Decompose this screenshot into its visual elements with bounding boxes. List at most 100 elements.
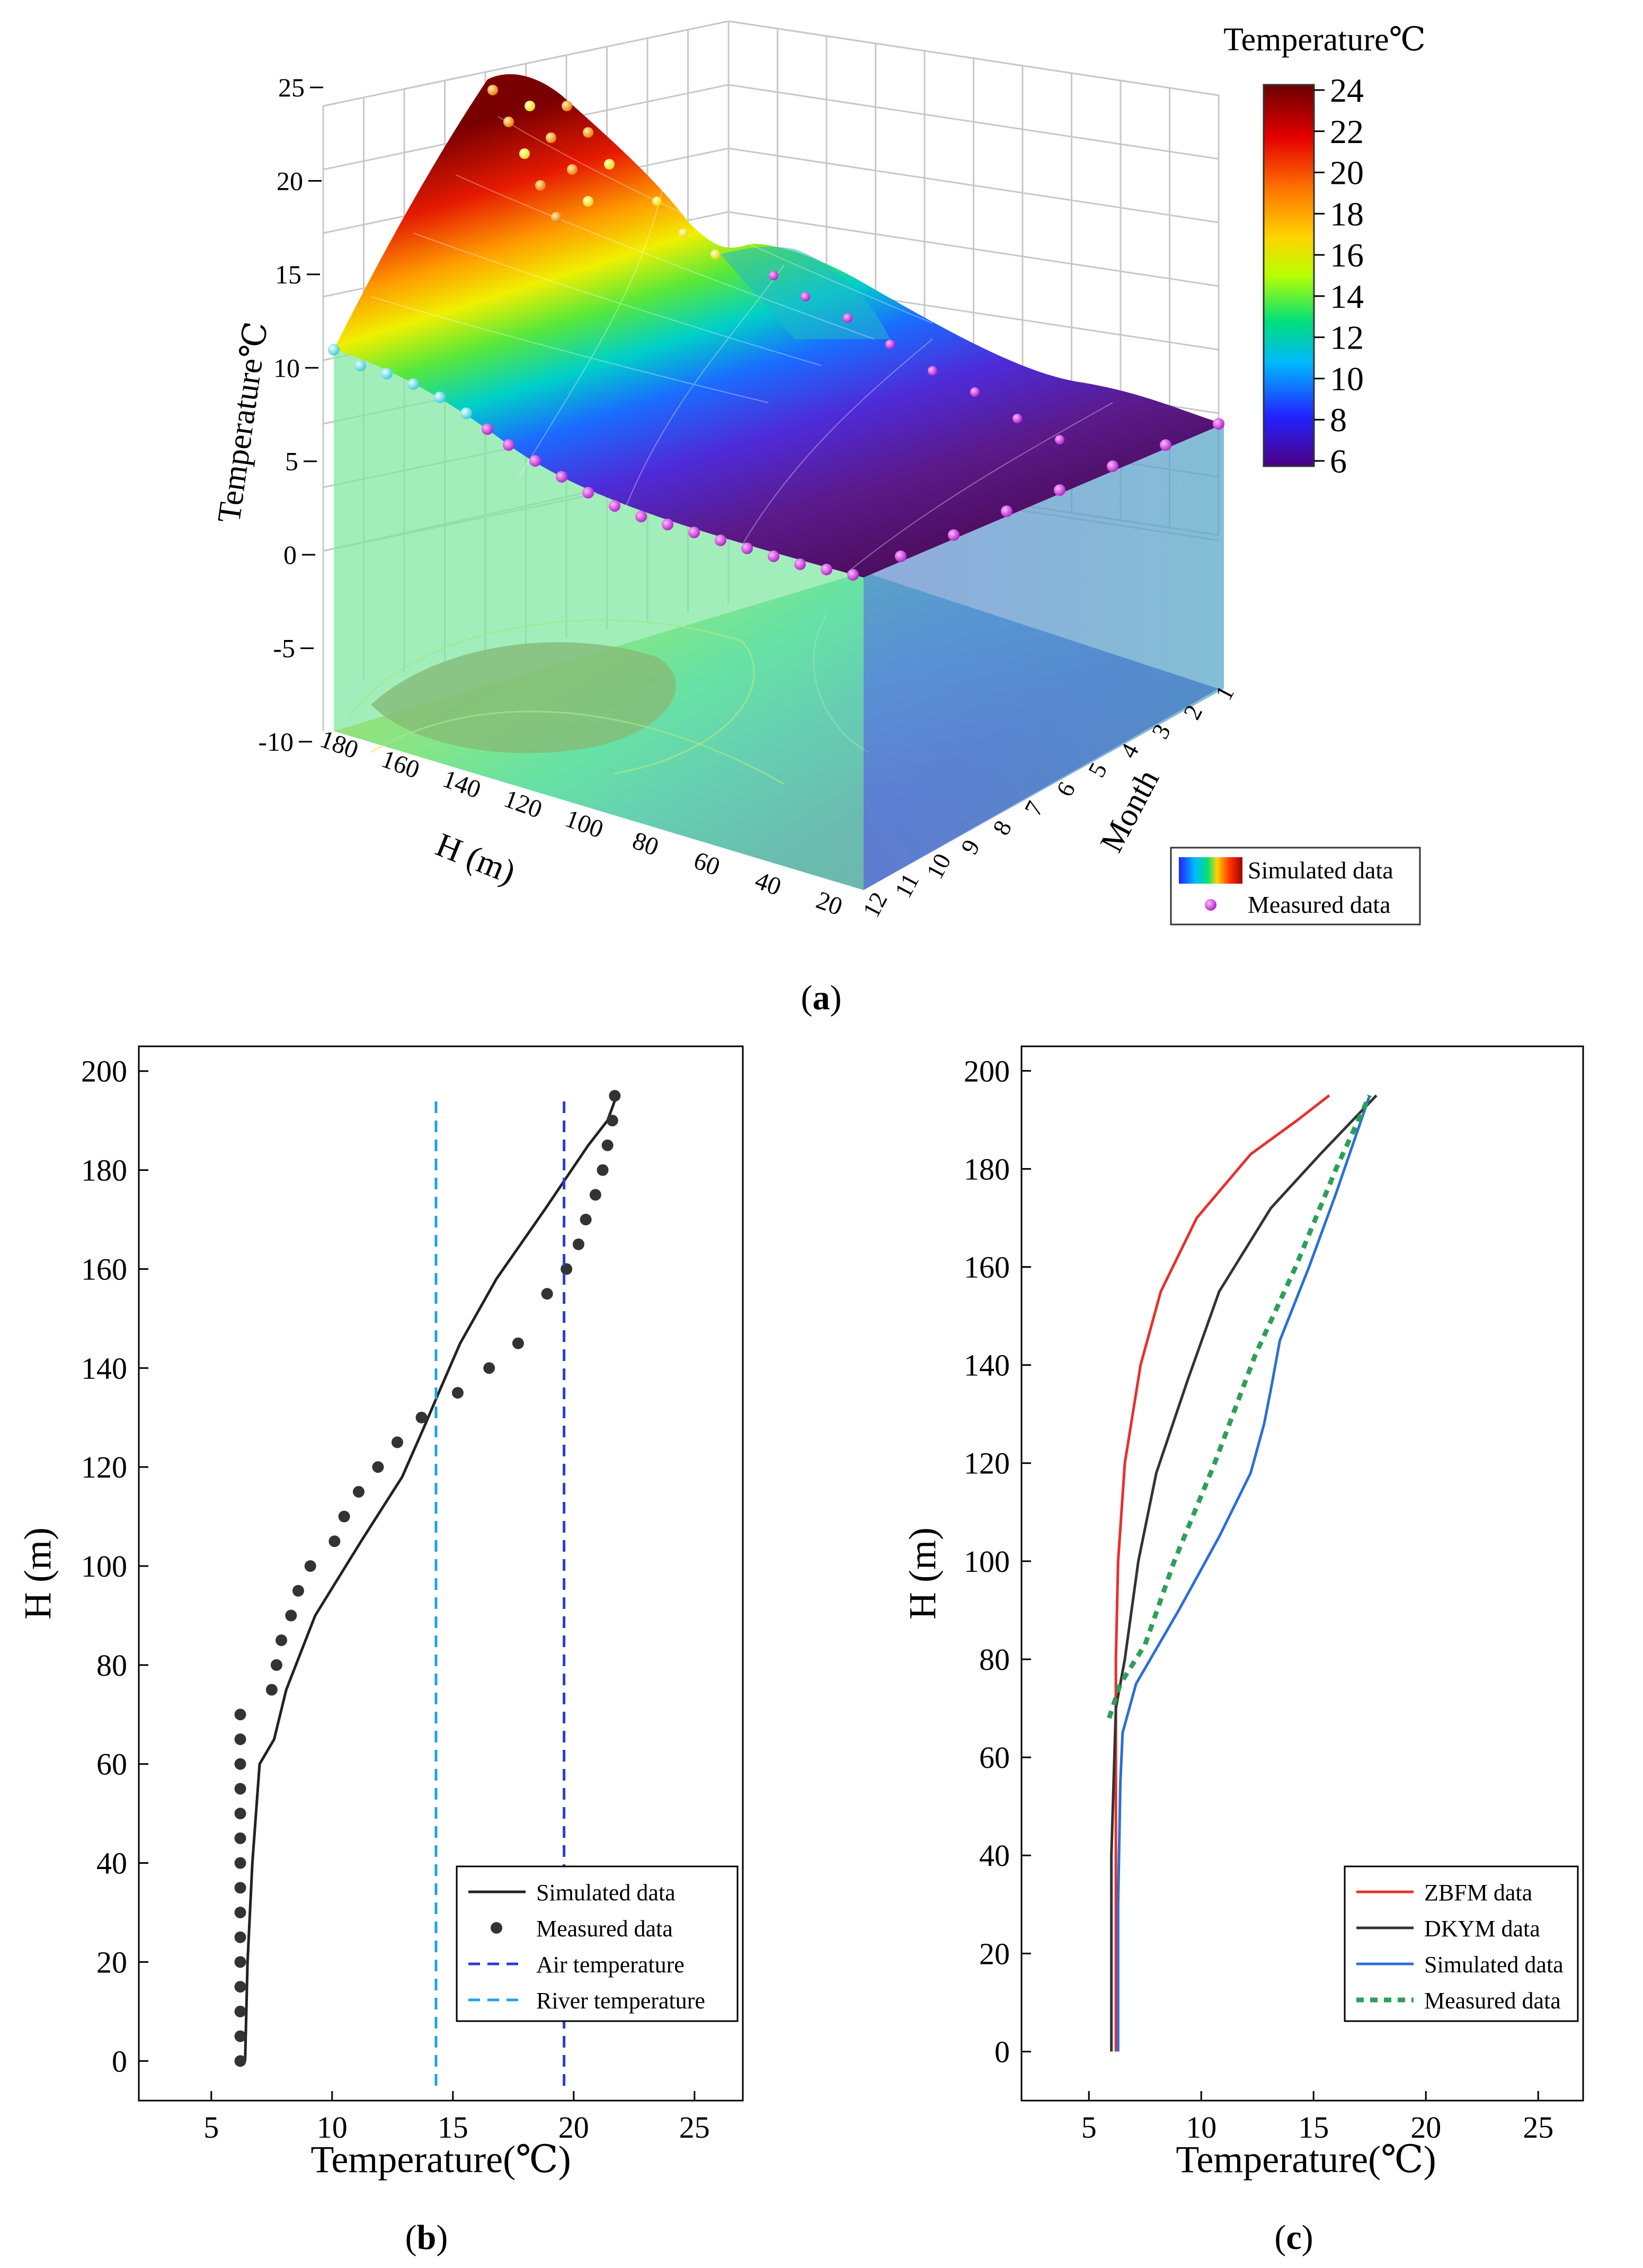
colorbar-tick-label: 24 (1330, 72, 1364, 109)
chart-c-y-tick-label: 20 (979, 1936, 1010, 1971)
chart-b-x-tick-label: 20 (558, 2110, 589, 2145)
measured-point (652, 197, 662, 206)
chart-b-data-point (328, 1535, 341, 1547)
measured-point (928, 366, 937, 376)
chart-b-data-point (234, 1857, 246, 1869)
chart-b-data-point (270, 1659, 282, 1671)
chart-b-x-tick-label: 5 (203, 2110, 219, 2145)
chart-b-data-point (415, 1411, 428, 1424)
chart-b-data-point (372, 1461, 384, 1473)
chart-c-series (1107, 1094, 1378, 2052)
chart-b-data-point (234, 1758, 246, 1770)
chart-b-series-simulated-data (244, 1100, 616, 2061)
chart-c-x-tick-label: 25 (1523, 2110, 1553, 2145)
measured-point (635, 511, 647, 522)
chart-a-front-left-wall (334, 350, 864, 890)
month-tick-label: 1 (1210, 681, 1239, 705)
chart-c-legend-label: Measured data (1424, 1988, 1561, 2014)
measured-point (525, 101, 535, 111)
chart-b-y-tick-label: 40 (96, 1846, 127, 1881)
chart-a-measured-points (328, 85, 1224, 581)
chart-c-y-tick-label: 180 (964, 1152, 1010, 1186)
chart-b-legend-box (456, 1865, 739, 2022)
chart-c-x-tick-label: 20 (1410, 2110, 1441, 2145)
measured-point (551, 212, 562, 223)
chart-b-data-point (234, 1808, 246, 1820)
chart-c-y-tick-label: 0 (994, 2034, 1010, 2069)
measured-point (460, 407, 472, 419)
measured-point (885, 340, 895, 349)
chart-b-data-point (234, 1956, 246, 1968)
chart-c-series-zbfm-data (1114, 1094, 1330, 2052)
chart-b-y-tick-label: 100 (81, 1549, 127, 1584)
colorbar-tick-label: 12 (1330, 319, 1364, 357)
chart-b-data-point (234, 1832, 246, 1844)
chart-b-y-tick-label: 0 (112, 2044, 127, 2078)
chart-c-series-measured-data (1107, 1094, 1372, 1719)
chart-b-data-point (234, 2055, 246, 2067)
chart-b-y-tick-label: 80 (96, 1648, 127, 1683)
chart-b-data-point (234, 1931, 246, 1943)
chart-c-series-simulated-data (1116, 1095, 1371, 2052)
chart-b-legend-label: Simulated data (536, 1880, 676, 1906)
chart-b-data-point (338, 1510, 350, 1523)
chart-b-data-point (572, 1238, 584, 1250)
h-tick-label: 80 (629, 826, 662, 861)
measured-point (529, 455, 541, 467)
colorbar-gradient (1263, 84, 1315, 467)
chart-a-surface (334, 74, 1224, 577)
chart-b-data-point (580, 1213, 592, 1225)
chart-a-z-axis-label: Temperature℃ (211, 319, 274, 524)
chart-b-data-point (391, 1436, 403, 1448)
z-tick-label: 20 (277, 166, 303, 195)
chart-b-data-point (561, 1263, 573, 1275)
chart-c-legend-label: Simulated data (1424, 1952, 1564, 1978)
month-tick-label: 5 (1082, 758, 1112, 781)
chart-b-data-point (234, 1783, 246, 1795)
chart-b-data-point (292, 1585, 304, 1597)
chart-b-y-tick-label: 180 (81, 1153, 127, 1188)
chart-b-data-point (276, 1634, 288, 1647)
colorbar-title: Temperature℃ (1223, 22, 1426, 58)
measured-point (556, 471, 567, 483)
chart-b-series (234, 1090, 621, 2086)
measured-point (679, 228, 688, 238)
chart-b-x-tick-label: 10 (317, 2110, 348, 2145)
colorbar-tick-label: 8 (1330, 401, 1347, 439)
chart-b-data-point (234, 1882, 246, 1894)
measured-point (741, 542, 753, 554)
measured-point (688, 527, 700, 538)
chart-b-data-point (589, 1189, 601, 1201)
measured-point (662, 519, 673, 530)
h-tick-label: 20 (813, 886, 846, 921)
z-tick-label: 15 (275, 260, 301, 289)
measured-point (567, 164, 578, 175)
chart-b-data-point (352, 1486, 365, 1498)
measured-point (948, 529, 960, 541)
chart-b-data-point (483, 1362, 495, 1374)
month-tick-label: 8 (987, 816, 1017, 839)
chart-b-data-point (512, 1337, 524, 1349)
measured-point (1107, 460, 1118, 472)
chart-c-y-tick-label: 140 (964, 1348, 1010, 1383)
chart-b-x-tick-label: 25 (679, 2110, 710, 2145)
colorbar-tick-label: 18 (1330, 195, 1364, 233)
chart-b-plot-area (138, 1045, 744, 2102)
chart-b-y-tick-label: 140 (81, 1351, 127, 1385)
measured-point (407, 378, 419, 390)
month-tick-label: 12 (857, 887, 893, 922)
measured-point (434, 392, 446, 403)
legend-a-measured-label: Measured data (1248, 891, 1391, 918)
measured-point (503, 117, 514, 127)
measured-point (801, 292, 810, 301)
measured-point (328, 344, 340, 355)
measured-point (970, 387, 980, 397)
measured-point (843, 313, 852, 323)
chart-a-legend: Simulated data Measured data (1170, 847, 1421, 926)
chart-b-data-point (234, 2030, 246, 2042)
chart-c-y-tick-label: 80 (979, 1642, 1010, 1677)
colorbar-tick-label: 6 (1330, 442, 1347, 480)
chart-c-y-tick-label: 100 (964, 1544, 1010, 1579)
chart-c-y-axis-label: H (m) (901, 1527, 944, 1620)
panel-b-caption: (b) (405, 2218, 448, 2257)
